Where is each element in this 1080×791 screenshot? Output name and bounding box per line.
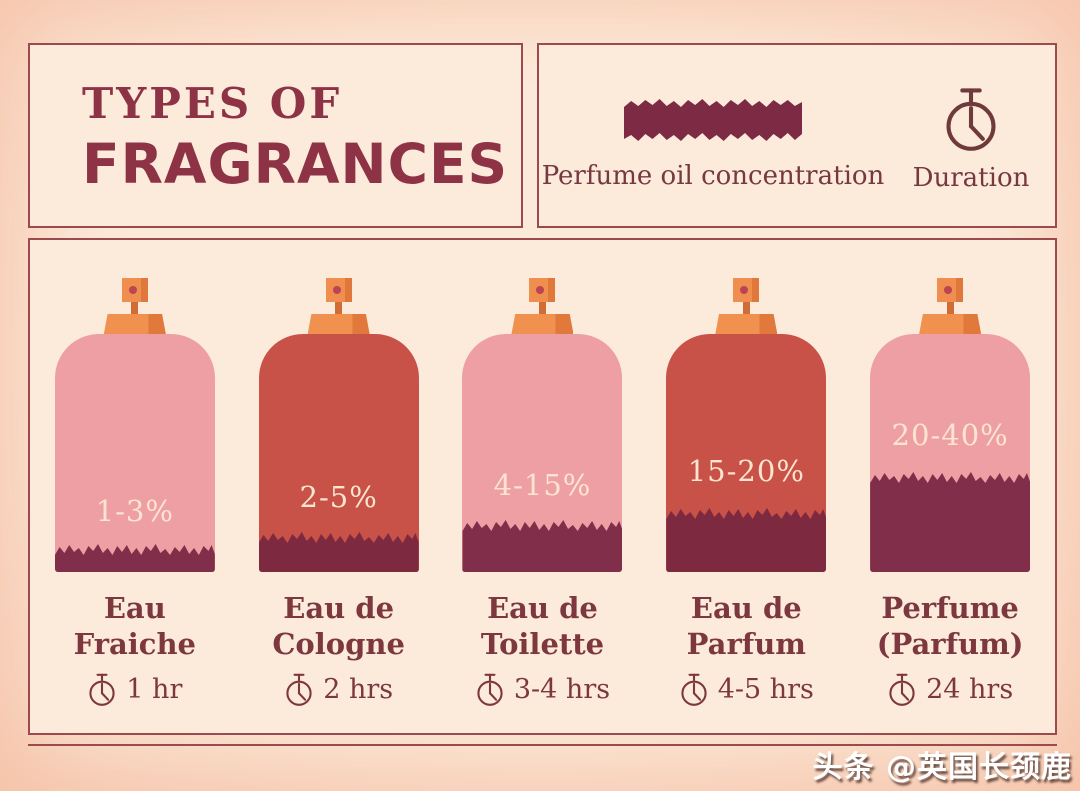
spray-cap-icon: [511, 278, 574, 334]
spray-cap-icon: [103, 278, 166, 334]
watermark: 头条 @英国长颈鹿: [812, 750, 1072, 785]
legend-panel: Perfume oil concentration Duration: [537, 43, 1057, 228]
fragrance-item-eau-de-toilette: 4-15% Eau de Toilette 3-4 hrs: [443, 278, 641, 733]
concentration-value: 20-40%: [891, 418, 1009, 452]
stopwatch-icon: [679, 673, 709, 707]
stopwatch-icon: [87, 673, 117, 707]
concentration-value: 2-5%: [299, 480, 378, 514]
bottom-divider: [28, 744, 1057, 746]
duration-value: 2 hrs: [323, 674, 394, 705]
fragrance-name: Eau de Toilette: [480, 591, 605, 662]
bottle-body: 1-3%: [54, 334, 215, 572]
stopwatch-icon: [475, 673, 505, 707]
page-title-main: FRAGRANCES: [82, 132, 509, 196]
duration-value: 24 hrs: [926, 674, 1014, 705]
nozzle-dot-icon: [740, 286, 749, 294]
bottle-body: 2-5%: [258, 334, 419, 572]
spray-cap-icon: [715, 278, 778, 334]
spray-nozzle-icon: [937, 278, 964, 302]
page-title-top: TYPES OF: [82, 79, 343, 128]
spray-cap-icon: [307, 278, 370, 334]
oil-fill: [462, 520, 623, 572]
duration-row: 2 hrs: [284, 673, 393, 707]
legend-duration-label: Duration: [912, 163, 1030, 193]
bottle-body: 15-20%: [666, 334, 827, 572]
duration-row: 4-5 hrs: [679, 673, 814, 707]
fragrance-name: Eau de Cologne: [272, 591, 405, 662]
spray-nozzle-icon: [121, 278, 148, 302]
spray-nozzle-icon: [325, 278, 352, 302]
duration-value: 1 hr: [126, 674, 183, 705]
nozzle-dot-icon: [944, 286, 953, 294]
stopwatch-icon: [942, 87, 1000, 153]
oil-fill: [258, 532, 419, 572]
duration-value: 3-4 hrs: [513, 674, 611, 705]
spray-cap-icon: [919, 278, 982, 334]
bottle-body: 4-15%: [462, 334, 623, 572]
nozzle-dot-icon: [536, 286, 545, 294]
legend-concentration: Perfume oil concentration: [539, 45, 887, 226]
duration-value: 4-5 hrs: [717, 674, 814, 705]
fragrance-item-perfume: 20-40% Perfume (Parfum) 24 hrs: [851, 278, 1049, 733]
oil-fill: [870, 472, 1031, 572]
spray-nozzle-icon: [529, 278, 556, 302]
fragrance-item-eau-de-parfum: 15-20% Eau de Parfum 4-5 hrs: [647, 278, 845, 733]
stopwatch-icon: [284, 673, 314, 707]
fragrance-name: Eau Fraiche: [73, 591, 196, 662]
legend-concentration-label: Perfume oil concentration: [541, 161, 885, 191]
concentration-value: 1-3%: [95, 494, 174, 528]
nozzle-dot-icon: [128, 286, 137, 294]
duration-row: 3-4 hrs: [475, 673, 610, 707]
fragrance-item-eau-fraiche: 1-3% Eau Fraiche 1 hr: [36, 278, 234, 733]
legend-duration: Duration: [887, 45, 1055, 226]
stopwatch-icon: [887, 673, 917, 707]
concentration-value: 4-15%: [493, 468, 592, 502]
title-panel: TYPES OF FRAGRANCES: [28, 43, 523, 228]
concentration-swatch-icon: [624, 97, 802, 143]
fragrance-name: Perfume (Parfum): [876, 591, 1024, 662]
spray-nozzle-icon: [733, 278, 760, 302]
oil-fill: [54, 544, 215, 572]
concentration-value: 15-20%: [687, 454, 805, 488]
duration-row: 1 hr: [87, 673, 182, 707]
oil-fill: [666, 508, 827, 572]
nozzle-dot-icon: [332, 286, 341, 294]
bottles-panel: 1-3% Eau Fraiche 1 hr 2-5% Eau de: [28, 238, 1057, 735]
duration-row: 24 hrs: [887, 673, 1013, 707]
fragrance-name: Eau de Parfum: [686, 591, 806, 662]
fragrance-item-eau-de-cologne: 2-5% Eau de Cologne 2 hrs: [240, 278, 438, 733]
bottle-body: 20-40%: [870, 334, 1031, 572]
